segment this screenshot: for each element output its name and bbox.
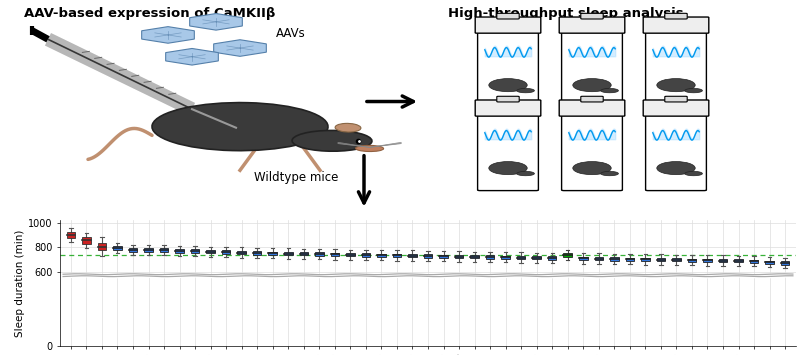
Ellipse shape xyxy=(489,78,527,92)
FancyBboxPatch shape xyxy=(643,100,709,116)
Ellipse shape xyxy=(489,162,527,175)
Polygon shape xyxy=(166,49,218,65)
FancyBboxPatch shape xyxy=(562,23,622,108)
Bar xyxy=(454,255,463,258)
Bar xyxy=(191,249,199,253)
Bar xyxy=(253,251,262,255)
Bar xyxy=(98,243,106,250)
Ellipse shape xyxy=(685,88,702,93)
Bar xyxy=(688,258,696,262)
Bar xyxy=(113,246,122,250)
Bar xyxy=(393,254,402,257)
Bar xyxy=(346,253,354,256)
Ellipse shape xyxy=(292,130,372,151)
Bar xyxy=(175,249,184,253)
Bar xyxy=(299,252,308,256)
Ellipse shape xyxy=(573,78,611,92)
Text: AAVs: AAVs xyxy=(276,27,306,40)
Bar xyxy=(66,232,75,238)
FancyBboxPatch shape xyxy=(497,13,519,19)
FancyBboxPatch shape xyxy=(581,96,603,102)
Bar xyxy=(330,253,339,256)
Bar xyxy=(657,258,665,261)
Bar xyxy=(579,257,587,260)
FancyBboxPatch shape xyxy=(497,96,519,102)
Text: Wildtype mice: Wildtype mice xyxy=(254,171,338,185)
Bar xyxy=(734,259,743,262)
Bar xyxy=(269,252,277,255)
Bar xyxy=(641,258,650,261)
FancyBboxPatch shape xyxy=(646,106,706,191)
Bar xyxy=(718,259,727,262)
Bar xyxy=(548,256,557,260)
Bar xyxy=(284,252,293,255)
Bar xyxy=(470,255,479,258)
Bar xyxy=(533,256,541,260)
Text: High-throughput sleep analysis: High-throughput sleep analysis xyxy=(448,6,684,20)
Bar xyxy=(82,237,90,244)
FancyBboxPatch shape xyxy=(475,17,541,33)
FancyBboxPatch shape xyxy=(646,23,706,108)
Bar xyxy=(594,257,603,260)
Ellipse shape xyxy=(657,162,695,175)
Bar xyxy=(129,248,138,252)
Ellipse shape xyxy=(517,171,534,176)
Ellipse shape xyxy=(335,124,361,132)
Bar xyxy=(377,253,386,257)
Bar xyxy=(486,256,494,259)
Polygon shape xyxy=(190,13,242,30)
Bar xyxy=(672,258,681,262)
Bar xyxy=(424,254,432,257)
Ellipse shape xyxy=(601,171,618,176)
Bar xyxy=(439,255,448,258)
Bar xyxy=(408,254,417,257)
Text: AAV-based expression of CaMKIIβ: AAV-based expression of CaMKIIβ xyxy=(24,6,275,20)
FancyBboxPatch shape xyxy=(475,100,541,116)
Bar xyxy=(144,248,153,252)
Ellipse shape xyxy=(601,88,618,93)
Bar xyxy=(238,251,246,254)
Ellipse shape xyxy=(573,162,611,175)
FancyBboxPatch shape xyxy=(559,17,625,33)
Polygon shape xyxy=(142,27,194,43)
Bar xyxy=(502,256,510,259)
Bar xyxy=(626,257,634,261)
Bar xyxy=(766,261,774,264)
FancyBboxPatch shape xyxy=(478,106,538,191)
FancyBboxPatch shape xyxy=(665,13,687,19)
FancyBboxPatch shape xyxy=(643,17,709,33)
Bar xyxy=(315,252,323,256)
Y-axis label: Sleep duration (min): Sleep duration (min) xyxy=(15,229,25,337)
Bar xyxy=(750,260,758,263)
FancyBboxPatch shape xyxy=(581,13,603,19)
Ellipse shape xyxy=(685,171,702,176)
Bar xyxy=(362,253,370,257)
Bar xyxy=(703,259,712,262)
Bar xyxy=(610,257,618,261)
Ellipse shape xyxy=(657,78,695,92)
FancyBboxPatch shape xyxy=(665,96,687,102)
FancyBboxPatch shape xyxy=(559,100,625,116)
Ellipse shape xyxy=(152,103,328,151)
Bar xyxy=(517,256,526,259)
Bar xyxy=(160,248,168,252)
Polygon shape xyxy=(214,40,266,56)
Ellipse shape xyxy=(356,146,383,152)
Ellipse shape xyxy=(517,88,534,93)
FancyBboxPatch shape xyxy=(478,23,538,108)
Bar xyxy=(563,253,572,257)
Bar xyxy=(781,262,790,265)
Bar xyxy=(206,250,215,253)
FancyBboxPatch shape xyxy=(562,106,622,191)
Bar xyxy=(222,250,230,254)
